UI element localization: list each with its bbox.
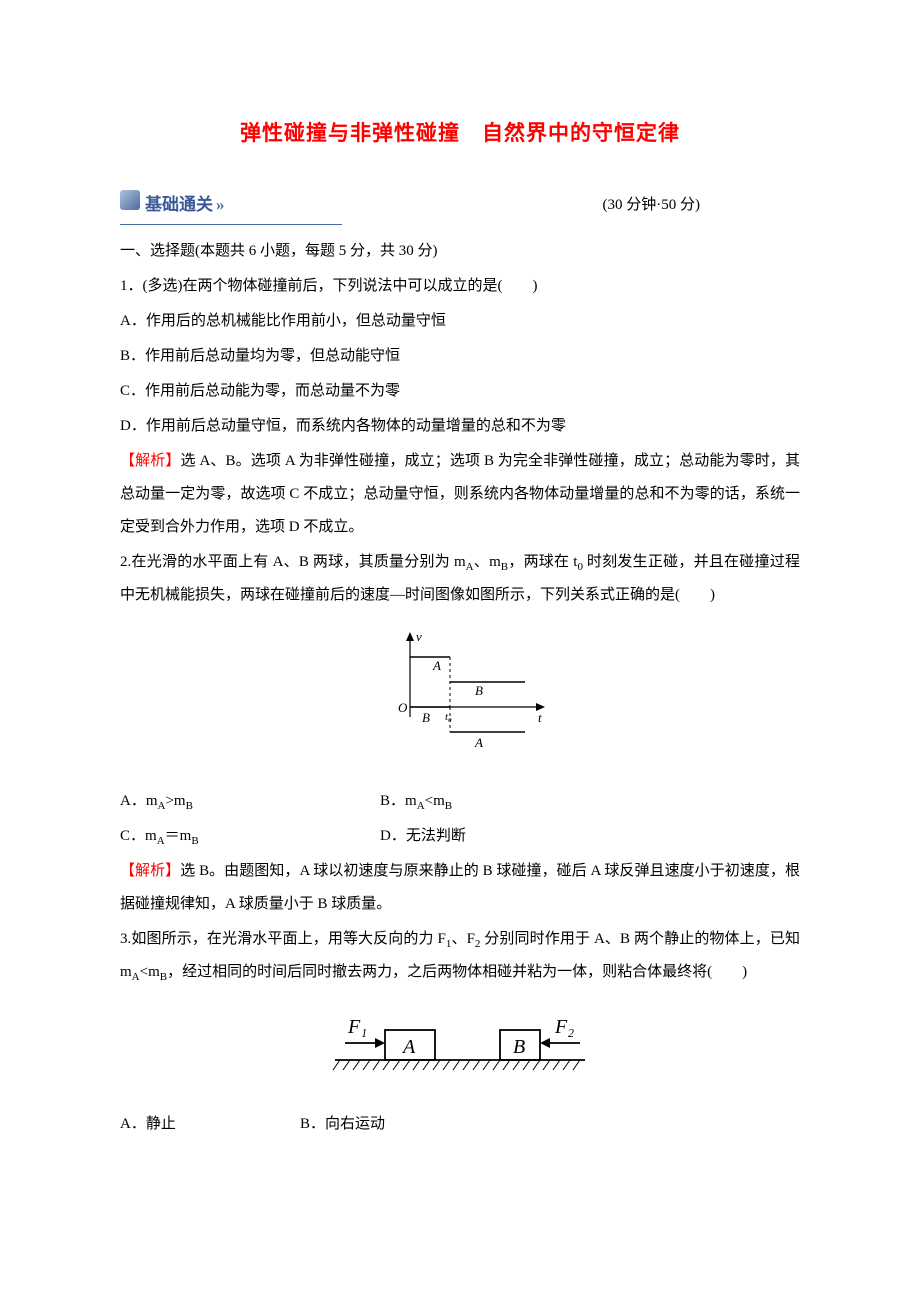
q3-sub-a: A <box>132 971 140 983</box>
q3-stem-p1: 3.如图所示，在光滑水平面上，用等大反向的力 F <box>120 931 446 947</box>
q2-stem-p1: 2.在光滑的水平面上有 A、B 两球，其质量分别为 m <box>120 554 466 570</box>
q2a-p1: A．m <box>120 793 158 809</box>
q2-analysis-text: 选 B。由题图知，A 球以初速度与原来静止的 B 球碰撞，碰后 A 球反弹且速度… <box>120 863 800 912</box>
q2-choice-c: C．mA＝mB <box>120 820 380 853</box>
section1-header: 一、选择题(本题共 6 小题，每题 5 分，共 30 分) <box>120 235 800 268</box>
q2-stem-p3: ，两球在 t <box>508 554 577 570</box>
q3-sub-b: B <box>160 971 167 983</box>
q2c-p1: C．m <box>120 828 157 844</box>
page-title: 弹性碰撞与非弹性碰撞 自然界中的守恒定律 <box>120 110 800 156</box>
q2a-p2: >m <box>165 793 185 809</box>
t-label: t <box>538 710 542 725</box>
q3-stem: 3.如图所示，在光滑水平面上，用等大反向的力 F1、F2 分别同时作用于 A、B… <box>120 923 800 989</box>
q2b-p1: B．m <box>380 793 417 809</box>
b-label-bot: B <box>422 710 430 725</box>
q2b-sub-a: A <box>417 800 425 812</box>
f2-label: F₂ <box>554 1016 574 1038</box>
q2b-p2: <m <box>425 793 445 809</box>
section-badge-text: 基础通关 <box>145 186 213 223</box>
q3-stem-p2: 、F <box>451 931 475 947</box>
q1-choice-c: C．作用前后总动能为零，而总动量不为零 <box>120 375 800 408</box>
q1-analysis-text: 选 A、B。选项 A 为非弹性碰撞，成立；选项 B 为完全非弹性碰撞，成立；总动… <box>120 453 800 535</box>
time-info: (30 分钟·50 分) <box>603 189 701 222</box>
q2-analysis-label: 【解析】 <box>120 863 180 879</box>
q2c-p2: ＝m <box>165 828 192 844</box>
q3-diagram: A B F₁ F₂ <box>120 1005 800 1093</box>
hatching <box>333 1060 580 1070</box>
q2-stem: 2.在光滑的水平面上有 A、B 两球，其质量分别为 mA、mB，两球在 t0 时… <box>120 546 800 612</box>
q3-stem-p5: ，经过相同的时间后同时撤去两力，之后两物体相碰并粘为一体，则粘合体最终将( ) <box>167 964 747 980</box>
section-badge: 基础通关 » <box>145 186 222 223</box>
v-label: v <box>416 629 422 644</box>
q3-choice-b: B．向右运动 <box>300 1108 560 1141</box>
badge-icon <box>120 190 140 210</box>
q2-choices-row2: C．mA＝mB D．无法判断 <box>120 820 800 853</box>
q2a-sub-b: B <box>186 800 193 812</box>
b-label-top: B <box>475 683 483 698</box>
q3-stem-p4: <m <box>140 964 160 980</box>
t0-label: t₀ <box>445 711 452 723</box>
block-b-label: B <box>513 1036 525 1058</box>
sub-a: A <box>466 561 474 573</box>
q3-choices-row1: A．静止 B．向右运动 <box>120 1108 800 1141</box>
blocks-diagram: A B F₁ F₂ <box>315 1005 605 1080</box>
q1-choice-b: B．作用前后总动量均为零，但总动能守恒 <box>120 340 800 373</box>
q2-diagram: v t O A B B t₀ A <box>120 627 800 770</box>
q2b-sub-b: B <box>445 800 452 812</box>
q1-choice-a: A．作用后的总机械能比作用前小，但总动量守恒 <box>120 305 800 338</box>
o-label: O <box>398 700 408 715</box>
q2-choice-d: D．无法判断 <box>380 820 640 853</box>
q2-choice-b: B．mA<mB <box>380 785 640 818</box>
q1-choice-d: D．作用前后总动量守恒，而系统内各物体的动量增量的总和不为零 <box>120 410 800 443</box>
q2c-sub-b: B <box>191 835 198 847</box>
sub-b: B <box>501 561 508 573</box>
q1-analysis-label: 【解析】 <box>120 453 180 469</box>
a-label-bot: A <box>474 735 483 750</box>
a-label-top: A <box>432 658 441 673</box>
q2-stem-p2: 、m <box>474 554 501 570</box>
q2-choice-a: A．mA>mB <box>120 785 380 818</box>
q1-stem: 1．(多选)在两个物体碰撞前后，下列说法中可以成立的是( ) <box>120 270 800 303</box>
block-a-label: A <box>401 1036 416 1058</box>
q2-analysis: 【解析】选 B。由题图知，A 球以初速度与原来静止的 B 球碰撞，碰后 A 球反… <box>120 855 800 921</box>
vt-graph: v t O A B B t₀ A <box>360 627 560 757</box>
q3-choice-a: A．静止 <box>120 1108 300 1141</box>
q1-analysis: 【解析】选 A、B。选项 A 为非弹性碰撞，成立；选项 B 为完全非弹性碰撞，成… <box>120 445 800 544</box>
q2-choices-row1: A．mA>mB B．mA<mB <box>120 785 800 818</box>
section-header: 基础通关 » (30 分钟·50 分) <box>120 186 800 224</box>
chevron-icon: » <box>216 186 222 223</box>
f1-label: F₁ <box>347 1016 367 1038</box>
q2c-sub-a: A <box>157 835 165 847</box>
